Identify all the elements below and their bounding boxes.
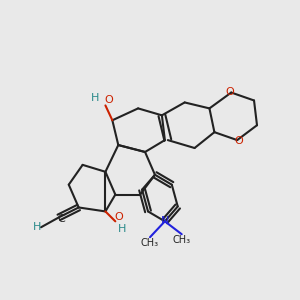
Text: C: C [57, 214, 65, 224]
Text: N: N [161, 216, 169, 226]
Text: H: H [118, 224, 126, 234]
Text: O: O [235, 136, 244, 146]
Text: CH₃: CH₃ [141, 238, 159, 248]
Text: H: H [91, 94, 100, 103]
Text: H: H [33, 222, 41, 232]
Text: O: O [225, 86, 234, 97]
Text: O: O [114, 212, 123, 222]
Text: CH₃: CH₃ [172, 235, 191, 245]
Text: O: O [104, 95, 113, 106]
